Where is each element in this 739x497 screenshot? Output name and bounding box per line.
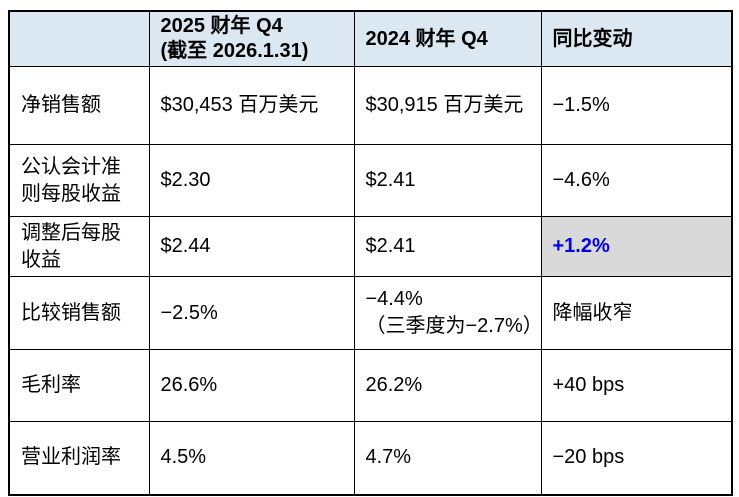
table-row-net-sales: 净销售额 $30,453 百万美元 $30,915 百万美元 −1.5% <box>8 66 733 145</box>
financial-comparison-table: 2025 财年 Q4 (截至 2026.1.31) 2024 财年 Q4 同比变… <box>8 10 733 496</box>
fy2025-value-cell: 4.5% <box>148 421 355 495</box>
fy2024-value-cell: $2.41 <box>353 144 542 217</box>
yoy-value-cell-highlighted: +1.2% <box>540 216 733 277</box>
fy2025-value-cell: −2.5% <box>148 276 355 350</box>
metric-cell: 净销售额 <box>8 66 150 145</box>
metric-cell: 比较销售额 <box>8 276 150 350</box>
metric-cell: 公认会计准则每股收益 <box>8 144 150 217</box>
fy2025-value-cell: $2.44 <box>148 216 355 277</box>
header-cell-metric <box>8 10 150 67</box>
metric-label: 净销售额 <box>21 94 101 116</box>
fy2024-value-cell: $2.41 <box>353 216 542 277</box>
fy2024-value-cell: 4.7% <box>353 421 542 495</box>
table-row-comparable-sales: 比较销售额 −2.5% −4.4% （三季度为−2.7%） 降幅收窄 <box>8 276 733 350</box>
metric-label: 营业利润率 <box>21 446 121 469</box>
header-cell-fy2024-q4: 2024 财年 Q4 <box>353 10 542 67</box>
metric-label: 毛利率 <box>21 374 81 396</box>
metric-cell: 毛利率 <box>8 349 150 422</box>
fy2024-value-cell: $30,915 百万美元 <box>353 66 542 145</box>
fy2025-value-cell: 26.6% <box>148 349 355 422</box>
yoy-value-cell: −20 bps <box>540 421 733 495</box>
table-row-gross-margin: 毛利率 26.6% 26.2% +40 bps <box>8 349 733 422</box>
metric-label: 比较销售额 <box>21 301 121 324</box>
table-row-gaap-eps: 公认会计准则每股收益 $2.30 $2.41 −4.6% <box>8 144 733 217</box>
metric-label: 调整后每股收益 <box>21 221 121 271</box>
yoy-value-cell: +40 bps <box>540 349 733 422</box>
yoy-value-cell: 降幅收窄 <box>540 276 733 350</box>
fy2024-value-cell: −4.4% （三季度为−2.7%） <box>353 276 542 350</box>
metric-cell: 营业利润率 <box>8 421 150 495</box>
yoy-value-cell: −1.5% <box>540 66 733 145</box>
table-row-adjusted-eps: 调整后每股收益 $2.44 $2.41 +1.2% <box>8 216 733 277</box>
header-cell-fy2025-q4: 2025 财年 Q4 (截至 2026.1.31) <box>148 10 355 67</box>
table-row-operating-margin: 营业利润率 4.5% 4.7% −20 bps <box>8 421 733 495</box>
metric-label: 公认会计准则每股收益 <box>21 155 121 205</box>
fy2025-value-cell: $30,453 百万美元 <box>148 66 355 145</box>
yoy-value-cell: −4.6% <box>540 144 733 217</box>
header-row: 2025 财年 Q4 (截至 2026.1.31) 2024 财年 Q4 同比变… <box>8 10 733 67</box>
metric-cell: 调整后每股收益 <box>8 216 150 277</box>
fy2024-value-cell: 26.2% <box>353 349 542 422</box>
fy2025-value-cell: $2.30 <box>148 144 355 217</box>
header-cell-yoy-change: 同比变动 <box>540 10 733 67</box>
